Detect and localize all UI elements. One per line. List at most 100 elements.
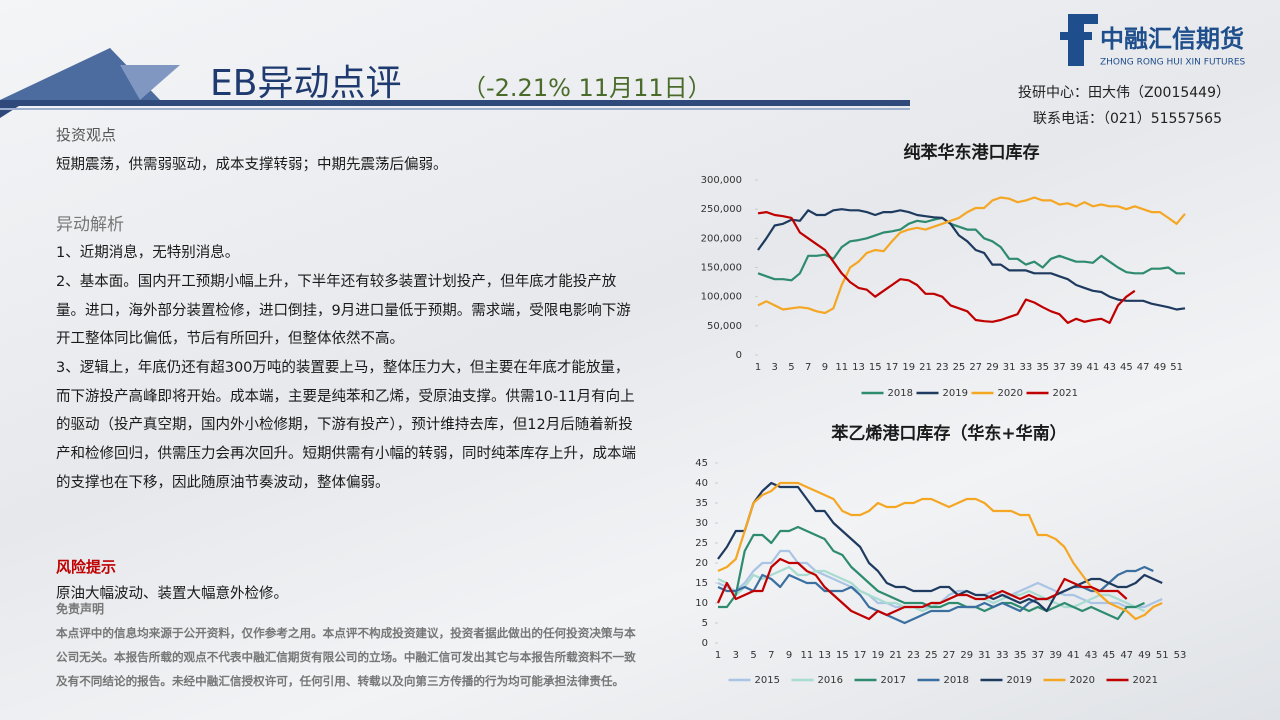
x-tick-label: 45: [1103, 650, 1116, 661]
title: EB异动点评: [210, 63, 401, 104]
x-tick-label: 29: [960, 650, 973, 661]
y-tick-label: 35: [695, 498, 708, 509]
y-tick-label: 250,000: [701, 204, 742, 215]
chart-title: 纯苯华东港口库存: [904, 142, 1040, 163]
legend-label: 2020: [1070, 675, 1095, 686]
risk-text: 原油大幅波动、装置大幅意外检修。: [56, 586, 288, 602]
x-tick-label: 51: [1156, 650, 1169, 661]
view-text: 短期震荡，供需弱驱动，成本支撑转弱；中期先震荡后偏弱。: [56, 157, 448, 173]
x-tick-label: 49: [1154, 362, 1167, 373]
x-tick-label: 41: [1067, 650, 1080, 661]
y-tick-label: 200,000: [701, 233, 742, 244]
y-tick-label: 40: [695, 478, 708, 489]
x-tick-label: 11: [835, 362, 848, 373]
x-tick-label: 39: [1049, 650, 1062, 661]
x-tick-label: 19: [872, 650, 885, 661]
header-rule: [0, 100, 910, 106]
x-tick-label: 5: [788, 362, 794, 373]
series-line: [717, 481, 1163, 613]
legend-label: 2016: [818, 675, 843, 686]
x-tick-label: 47: [1137, 362, 1150, 373]
chart-title: 苯乙烯港口库存（华东+华南）: [830, 423, 1066, 444]
x-tick-label: 43: [1103, 362, 1116, 373]
logo-english: ZHONG RONG HUI XIN FUTURES: [1100, 58, 1246, 68]
legend-label: 2019: [943, 388, 968, 399]
legend-label: 2021: [1053, 388, 1078, 399]
legend-label: 2017: [881, 675, 906, 686]
x-tick-label: 29: [986, 362, 999, 373]
risk-heading: 风险提示: [56, 558, 117, 576]
legend-label: 2018: [944, 675, 969, 686]
x-tick-label: 49: [1138, 650, 1151, 661]
x-tick-label: 53: [1174, 650, 1187, 661]
logo-mark: [1060, 32, 1092, 40]
x-tick-label: 51: [1170, 362, 1183, 373]
y-tick-label: 100,000: [701, 292, 742, 303]
contact: 联系电话：（021）51557565: [1033, 111, 1222, 127]
y-tick-label: 10: [695, 598, 708, 609]
y-tick-label: 25: [695, 538, 708, 549]
section-heading: 异动解析: [56, 215, 124, 235]
x-tick-label: 13: [852, 362, 865, 373]
x-tick-label: 43: [1085, 650, 1098, 661]
x-tick-label: 3: [733, 650, 739, 661]
legend-label: 2015: [755, 675, 780, 686]
x-tick-label: 47: [1120, 650, 1133, 661]
decor: [120, 65, 180, 100]
subtitle: （-2.21% 11月11日）: [462, 74, 712, 102]
y-tick-label: 50,000: [707, 321, 742, 332]
x-tick-label: 23: [907, 650, 920, 661]
y-tick-label: 5: [702, 618, 708, 629]
series-line: [757, 196, 1186, 315]
paragraph: 2、基本面。国内开工预期小幅上升，下半年还有较多装置计划投产，但年底才能投产放量…: [56, 274, 631, 348]
contact: 投研中心：田大伟（Z0015449）: [1018, 85, 1230, 101]
y-tick-label: 0: [736, 350, 742, 361]
y-tick-label: 0: [702, 638, 708, 649]
x-tick-label: 33: [1020, 362, 1033, 373]
x-tick-label: 31: [978, 650, 991, 661]
paragraph: 1、近期消息，无特别消息。: [56, 245, 240, 261]
x-tick-label: 17: [886, 362, 899, 373]
disclaimer-heading: 免责声明: [56, 602, 105, 616]
x-tick-label: 1: [715, 650, 721, 661]
x-tick-label: 9: [786, 650, 792, 661]
x-tick-label: 27: [969, 362, 982, 373]
x-tick-label: 5: [750, 650, 756, 661]
decor: [0, 48, 160, 100]
header-rule: [0, 108, 910, 110]
disclaimer-text: 本点评中的信息均来源于公开资料，仅作参考之用。本点评不构成投资建议，投资者据此做…: [56, 626, 636, 688]
x-tick-label: 21: [919, 362, 932, 373]
section-heading: 投资观点: [56, 126, 117, 144]
x-tick-label: 9: [822, 362, 828, 373]
x-tick-label: 23: [936, 362, 949, 373]
series-line: [717, 481, 1163, 621]
logo-mark: [1084, 14, 1098, 24]
legend-label: 2019: [1007, 675, 1032, 686]
y-tick-label: 30: [695, 518, 708, 529]
x-tick-label: 15: [836, 650, 849, 661]
x-tick-label: 35: [1036, 362, 1049, 373]
legend-label: 2020: [998, 388, 1023, 399]
series-line: [716, 557, 1128, 621]
x-tick-label: 17: [854, 650, 867, 661]
x-tick-label: 7: [805, 362, 811, 373]
y-tick-label: 45: [695, 458, 708, 469]
legend-label: 2018: [888, 388, 913, 399]
x-tick-label: 27: [943, 650, 956, 661]
y-tick-label: 300,000: [701, 175, 742, 186]
x-tick-label: 3: [772, 362, 778, 373]
x-tick-label: 19: [902, 362, 915, 373]
x-tick-label: 25: [925, 650, 938, 661]
series-line: [757, 208, 1186, 311]
series-line: [717, 565, 1154, 625]
x-tick-label: 45: [1120, 362, 1133, 373]
x-tick-label: 15: [869, 362, 882, 373]
y-tick-label: 150,000: [701, 263, 742, 274]
x-tick-label: 21: [889, 650, 902, 661]
x-tick-label: 35: [1014, 650, 1027, 661]
x-tick-label: 7: [768, 650, 774, 661]
x-tick-label: 25: [953, 362, 966, 373]
y-tick-label: 20: [695, 558, 708, 569]
legend-label: 2021: [1133, 675, 1158, 686]
